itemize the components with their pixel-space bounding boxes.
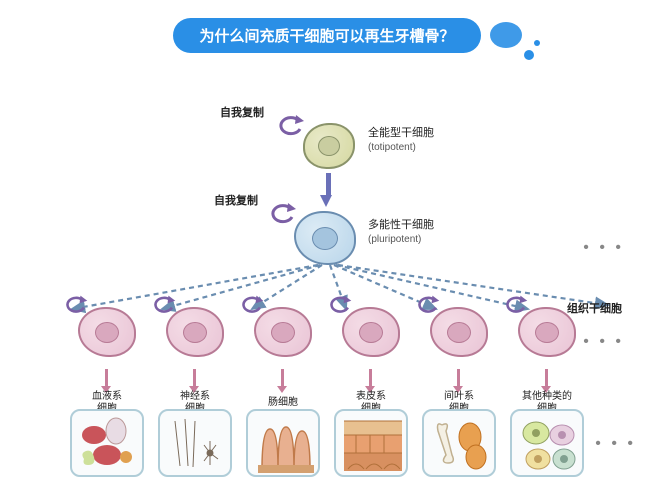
short-arrow-icon	[545, 369, 548, 387]
down-arrow-head-1-icon	[320, 195, 332, 207]
mesenchyme-tissue-box	[422, 409, 496, 477]
blood-cells-icon	[72, 411, 144, 477]
tissue-box-row	[0, 409, 654, 477]
nerve-tissue-box	[158, 409, 232, 477]
tissue-stem-cell	[73, 305, 141, 365]
tissue-stem-cell	[249, 305, 317, 365]
ellipsis-1: • • •	[583, 239, 624, 257]
blood-tissue-box	[70, 409, 144, 477]
tissue-stem-cell	[337, 305, 405, 365]
nerve-cells-icon	[160, 411, 232, 477]
mesenchyme-cells-icon	[424, 411, 496, 477]
ellipsis-3: • • •	[595, 435, 636, 453]
short-arrow-icon	[281, 369, 284, 387]
self-replicate-arrow-icon	[278, 115, 306, 137]
nucleus-icon	[183, 322, 207, 343]
self-arrow-icon	[505, 295, 529, 315]
self-replicate-label-2: 自我复制	[214, 195, 258, 209]
nucleus-icon	[535, 322, 559, 343]
pluripotent-nucleus-icon	[312, 227, 338, 250]
skin-tissue-box	[334, 409, 408, 477]
tissue-label-3: 肠细胞	[246, 397, 320, 409]
pluripotent-label: 多能性干细胞 (pluripotent)	[368, 219, 434, 247]
short-arrow-icon	[457, 369, 460, 387]
pluripotent-en: (pluripotent)	[368, 234, 421, 245]
short-arrow-icon	[105, 369, 108, 387]
nucleus-icon	[95, 322, 119, 343]
other-tissue-box	[510, 409, 584, 477]
nucleus-icon	[359, 322, 383, 343]
tissue-stem-cell	[513, 305, 581, 365]
title-blob-icon	[490, 22, 522, 48]
stem-cell-diagram: 自我复制 全能型干细胞 (totipotent) 自我复制 多能性干细胞 (pl…	[0, 53, 654, 493]
pink-cell-icon	[166, 307, 224, 357]
pink-cell-icon	[518, 307, 576, 357]
totipotent-en: (totipotent)	[368, 142, 416, 153]
self-replicate-arrow2-icon	[270, 203, 298, 225]
title-text: 为什么间充质干细胞可以再生牙槽骨？	[173, 18, 480, 53]
skin-cells-icon	[336, 411, 408, 477]
pluripotent-zh: 多能性干细胞	[368, 219, 434, 231]
tissue-stem-row	[0, 305, 654, 365]
self-arrow-icon	[153, 295, 177, 315]
tissue-stem-cell	[161, 305, 229, 365]
pluripotent-cell	[294, 211, 356, 265]
nucleus-icon	[447, 322, 471, 343]
totipotent-label: 全能型干细胞 (totipotent)	[368, 127, 434, 155]
intestine-tissue-box	[246, 409, 320, 477]
short-arrow-icon	[369, 369, 372, 387]
self-arrow-icon	[241, 295, 265, 315]
down-arrow-stem-1	[326, 173, 331, 197]
pink-cell-icon	[78, 307, 136, 357]
totipotent-nucleus-icon	[318, 136, 340, 156]
self-arrow-icon	[417, 295, 441, 315]
pink-cell-icon	[342, 307, 400, 357]
tissue-stem-cell	[425, 305, 493, 365]
totipotent-zh: 全能型干细胞	[368, 127, 434, 139]
intestine-cells-icon	[248, 411, 320, 477]
pink-cell-icon	[430, 307, 488, 357]
title-banner: 为什么间充质干细胞可以再生牙槽骨？	[0, 0, 654, 53]
short-arrow-icon	[193, 369, 196, 387]
nucleus-icon	[271, 322, 295, 343]
totipotent-cell	[303, 123, 355, 169]
self-arrow-icon	[65, 295, 89, 315]
title-dot2-icon	[534, 40, 540, 46]
self-arrow-icon	[329, 295, 353, 315]
short-arrow-row: 血液系细胞 神经系细胞 肠细胞 表皮系细胞 间叶系细胞 其他种类的细胞	[0, 369, 654, 413]
other-cells-icon	[512, 411, 584, 477]
pink-cell-icon	[254, 307, 312, 357]
self-replicate-label-1: 自我复制	[220, 107, 264, 121]
